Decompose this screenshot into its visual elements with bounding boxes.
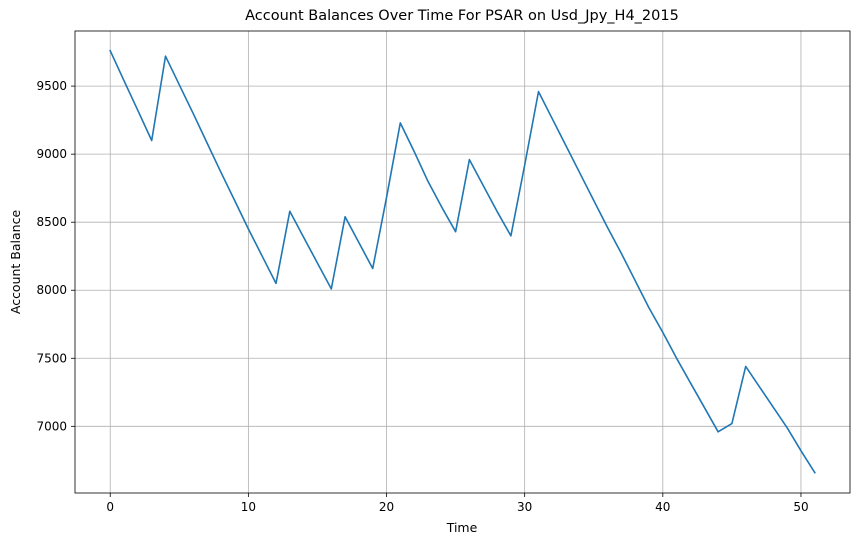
x-tick-label: 0	[106, 500, 114, 514]
x-axis-label: Time	[446, 520, 478, 535]
y-tick-label: 8000	[36, 283, 67, 297]
y-tick-label: 7500	[36, 351, 67, 365]
y-tick-label: 8500	[36, 215, 67, 229]
plot-frame	[74, 30, 851, 494]
x-axis-ticks: 0 10 20 30 40 50	[106, 493, 809, 514]
x-tick-label: 20	[379, 500, 394, 514]
y-tick-label: 7000	[36, 419, 67, 433]
y-tick-label: 9000	[36, 147, 67, 161]
chart-title: Account Balances Over Time For PSAR on U…	[245, 8, 679, 24]
y-axis-ticks: 7000 7500 8000 8500 9000 9500	[36, 79, 75, 433]
x-tick-label: 50	[793, 500, 808, 514]
data-points	[110, 51, 815, 473]
x-tick-label: 40	[655, 500, 670, 514]
y-axis-label: Account Balance	[8, 210, 23, 315]
x-tick-label: 10	[241, 500, 256, 514]
x-tick-label: 30	[517, 500, 532, 514]
y-tick-label: 9500	[36, 79, 67, 93]
x-gridlines	[109, 31, 802, 493]
y-gridlines	[75, 85, 850, 427]
series-line-account-balance	[109, 49, 816, 474]
